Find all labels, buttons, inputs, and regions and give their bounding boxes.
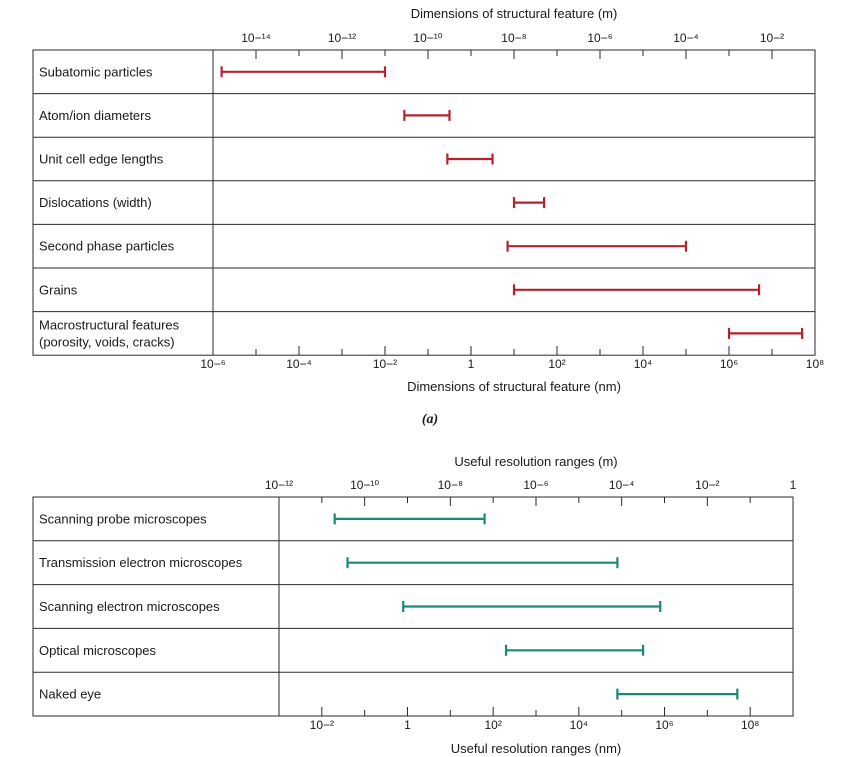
top-axis-tick-label: 10−⁸ xyxy=(501,31,526,45)
row-label: Unit cell edge lengths xyxy=(39,152,164,167)
chart-frame xyxy=(32,49,816,356)
panel-caption: (a) xyxy=(422,412,438,427)
top-axis-tick-label: 10−² xyxy=(695,478,719,492)
range-bar xyxy=(346,557,619,569)
range-bar xyxy=(512,284,761,296)
top-axis-tick-label: 10−⁶ xyxy=(523,478,548,492)
bottom-axis-tick-label: 10⁴ xyxy=(570,718,589,732)
bottom-axis-tick-label: 1 xyxy=(468,357,475,371)
bottom-axis-title: Dimensions of structural feature (nm) xyxy=(407,379,621,394)
top-axis-tick-label: 1 xyxy=(790,478,797,492)
row-label: Dislocations (width) xyxy=(39,195,152,210)
bottom-axis-tick-label: 10² xyxy=(548,357,565,371)
top-axis-title: Dimensions of structural feature (m) xyxy=(411,6,618,21)
panel-a: Subatomic particles Atom/ion diameters Uni… xyxy=(32,6,824,427)
row-label: Transmission electron microscopes xyxy=(39,555,243,570)
bottom-axis-tick-label: 10−² xyxy=(373,357,397,371)
bottom-axis-tick-label: 10⁸ xyxy=(741,718,759,732)
top-axis-tick-label: 10−¹² xyxy=(265,478,293,492)
row-label: Naked eye xyxy=(39,687,101,702)
bottom-axis-tick-label: 1 xyxy=(404,718,411,732)
bottom-axis-tick-label: 10⁸ xyxy=(806,357,824,371)
range-bar xyxy=(504,644,645,656)
top-axis-tick-label: 10−¹⁴ xyxy=(241,31,271,45)
bottom-axis-tick-label: 10−⁴ xyxy=(286,357,312,371)
bottom-axis-tick-label: 10² xyxy=(484,718,501,732)
range-bar xyxy=(512,197,546,209)
bottom-axis-tick-label: 10⁶ xyxy=(655,718,673,732)
range-bar xyxy=(220,66,387,78)
row-label: Scanning electron microscopes xyxy=(39,599,220,614)
top-axis-tick-label: 10−⁴ xyxy=(673,31,699,45)
range-bar xyxy=(446,153,494,165)
row-label: Macrostructural features (porosity, voids… xyxy=(39,317,180,349)
top-axis-tick-label: 10−⁶ xyxy=(587,31,612,45)
row-label: Atom/ion diameters xyxy=(39,108,151,123)
row-label: Subatomic particles xyxy=(39,64,153,79)
chart-frame xyxy=(32,496,794,717)
range-bar xyxy=(506,240,688,252)
bottom-axis-tick-label: 10−² xyxy=(310,718,334,732)
panel-b: Scanning probe microscopes Transmission e… xyxy=(32,454,797,756)
range-bar xyxy=(616,688,739,700)
row-label: Optical microscopes xyxy=(39,643,157,658)
range-bar xyxy=(727,327,804,339)
bottom-axis-title: Useful resolution ranges (nm) xyxy=(451,741,622,756)
top-axis-tick-label: 10−⁴ xyxy=(609,478,635,492)
row-label: Second phase particles xyxy=(39,239,175,254)
range-bar xyxy=(333,513,486,525)
top-axis-title: Useful resolution ranges (m) xyxy=(454,454,617,469)
row-label: Grains xyxy=(39,282,78,297)
row-label: Scanning probe microscopes xyxy=(39,511,207,526)
top-axis-tick-label: 10−¹² xyxy=(328,31,356,45)
bottom-axis-tick-label: 10⁴ xyxy=(634,357,653,371)
bottom-axis-tick-label: 10⁶ xyxy=(720,357,738,371)
top-axis-tick-label: 10−¹⁰ xyxy=(350,478,379,492)
range-bar xyxy=(403,109,451,121)
bottom-axis-tick-label: 10−⁶ xyxy=(200,357,225,371)
top-axis-tick-label: 10−⁸ xyxy=(438,478,463,492)
top-axis-tick-label: 10−¹⁰ xyxy=(413,31,442,45)
top-axis-tick-label: 10−² xyxy=(760,31,784,45)
range-bar xyxy=(402,601,662,612)
